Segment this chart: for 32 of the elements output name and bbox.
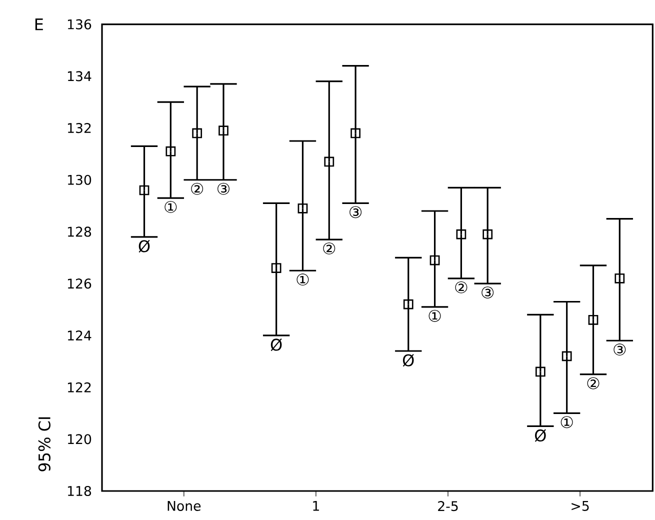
y-tick-label: 136 — [68, 19, 92, 30]
text: ② — [455, 281, 468, 294]
text: Ø — [138, 240, 150, 253]
text: ③ — [482, 286, 494, 298]
text: Ø — [534, 429, 546, 442]
text: ② — [191, 182, 204, 195]
y-tick-label: 118 — [68, 486, 92, 496]
x-tick-label: 2-5 — [438, 501, 458, 512]
y-tick-label: 122 — [68, 382, 91, 392]
y-tick-label: 124 — [68, 330, 92, 340]
text: E — [35, 18, 43, 30]
x-tick-label: >5 — [572, 501, 589, 511]
x-tick-label: 1 — [313, 501, 319, 511]
text: ③ — [218, 182, 230, 195]
y-tick-label: 120 — [68, 434, 92, 444]
x-tick-label: None — [168, 501, 201, 511]
text: ① — [164, 200, 177, 213]
text: ① — [560, 416, 573, 428]
text: Ø — [270, 338, 282, 352]
text: ① — [428, 310, 441, 322]
text: ③ — [350, 206, 362, 218]
y-tick-label: 130 — [68, 174, 92, 185]
text: ③ — [614, 344, 626, 356]
text: ② — [323, 242, 336, 254]
y-tick-label: 132 — [68, 122, 91, 134]
y-tick-label: 128 — [68, 226, 92, 237]
text: Ø — [402, 354, 414, 367]
y-tick-label: 134 — [68, 71, 92, 82]
text: ② — [587, 377, 600, 390]
y-tick-label: 126 — [68, 278, 92, 289]
text: ① — [296, 274, 309, 286]
y-axis-title: 95% CI — [38, 417, 50, 472]
